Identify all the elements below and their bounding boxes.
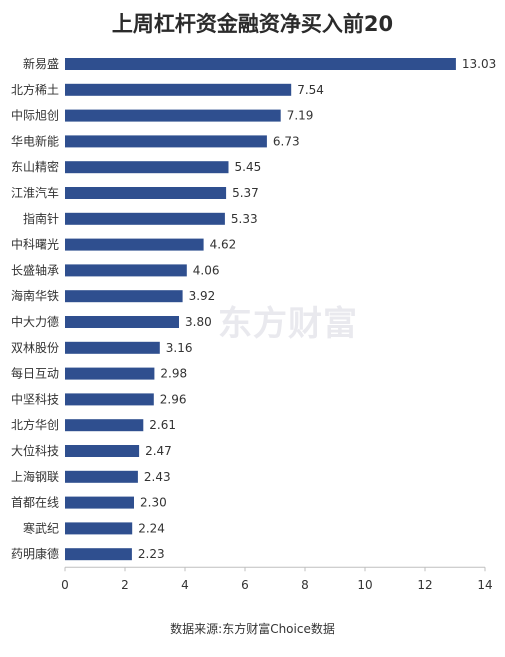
data-label: 5.45 [235,160,262,174]
category-label: 华电新能 [11,133,59,148]
x-tick-label: 12 [417,578,432,592]
data-label: 4.62 [210,238,237,252]
chart-title: 上周杠杆资金融资净买入前20 [111,12,394,36]
bar-6 [65,212,225,225]
data-label: 5.33 [231,212,258,226]
data-label: 13.03 [462,57,496,71]
data-label: 4.06 [193,263,220,277]
watermark-logo: 东方财富 [218,304,358,344]
bar-13 [65,393,154,406]
category-label: 北方华创 [11,417,59,432]
bar-1 [65,83,292,96]
data-label: 5.37 [232,186,259,200]
data-label: 2.98 [160,367,187,381]
x-tick-label: 0 [61,578,69,592]
x-tick-label: 14 [477,578,492,592]
bar-16 [65,470,138,483]
category-label: 长盛轴承 [11,262,59,277]
bar-4 [65,161,229,174]
bar-9 [65,290,183,303]
category-label: 中际旭创 [11,108,59,123]
category-label: 每日互动 [11,366,59,381]
data-label: 2.47 [145,444,172,458]
category-label: 中科曙光 [11,237,59,252]
data-label: 7.54 [297,83,324,97]
category-label: 海南华铁 [11,288,59,303]
data-label: 2.61 [149,418,176,432]
data-label: 7.19 [287,109,314,123]
category-label: 大位科技 [11,443,59,458]
category-label: 双林股份 [11,341,59,355]
category-label: 指南针 [23,211,59,226]
data-label: 2.43 [144,470,171,484]
bar-19 [65,548,132,561]
category-label: 江淮汽车 [11,185,59,200]
x-tick-label: 8 [301,578,309,592]
data-label: 2.96 [160,392,187,406]
bar-17 [65,496,134,509]
bar-0 [65,58,456,70]
category-label: 上海钢联 [11,469,59,484]
x-tick-label: 2 [121,578,129,592]
category-label: 寒武纪 [23,520,59,535]
bar-12 [65,367,155,380]
category-label: 中坚科技 [11,391,59,406]
data-label: 3.80 [185,315,212,329]
category-label: 中大力德 [11,314,59,329]
category-label: 药明康德 [11,546,59,561]
bar-15 [65,445,140,457]
data-label: 2.23 [138,547,165,561]
bar-18 [65,522,133,535]
bar-7 [65,238,204,251]
data-label: 3.92 [189,289,216,303]
source-note: 数据来源:东方财富Choice数据 [170,622,335,636]
category-label: 首都在线 [11,496,59,510]
bar-10 [65,316,179,328]
x-tick-label: 10 [357,578,372,592]
bar-3 [65,135,267,148]
data-label: 6.73 [273,134,300,148]
data-label: 2.24 [138,521,165,535]
bar-5 [65,187,227,199]
x-tick-label: 6 [241,578,249,592]
bar-2 [65,109,281,122]
bar-8 [65,264,187,277]
category-label: 北方稀土 [11,82,59,97]
bar-14 [65,419,144,432]
bar-11 [65,341,160,354]
x-tick-label: 4 [181,578,189,592]
data-label: 3.16 [166,341,193,355]
category-label: 新易盛 [23,56,59,71]
data-label: 2.30 [140,496,167,510]
category-label: 东山精密 [11,159,59,174]
